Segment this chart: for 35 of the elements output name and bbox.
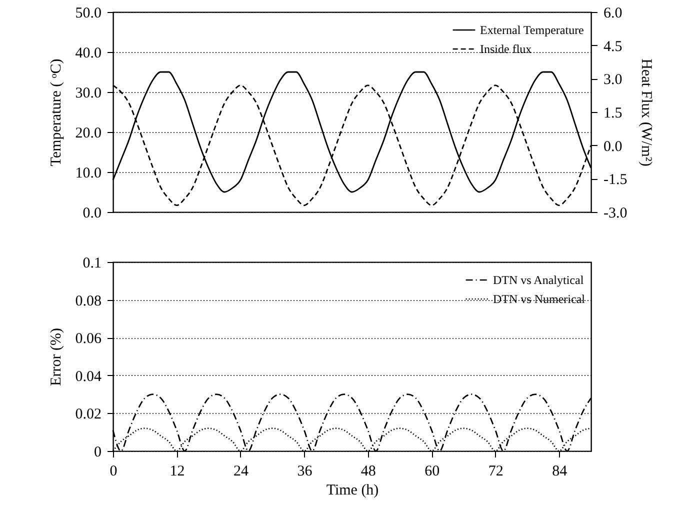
y-tick-label: 0.08 bbox=[75, 293, 102, 310]
x-tick-label: 84 bbox=[552, 464, 568, 480]
x-axis-title: Time (h) bbox=[326, 482, 379, 498]
legend-label: Inside flux bbox=[480, 42, 532, 56]
y-axis-title: Error (%) bbox=[48, 328, 64, 386]
x-tick-label: 0 bbox=[110, 464, 118, 480]
y-tick-label: 0.06 bbox=[75, 331, 102, 348]
y2-tick-label: 0.0 bbox=[604, 138, 622, 155]
y2-tick-label: -3.0 bbox=[604, 206, 628, 222]
x-tick-label: 72 bbox=[488, 464, 504, 480]
x-tick-label: 36 bbox=[297, 464, 313, 480]
y-tick-label: 0.02 bbox=[75, 406, 102, 423]
y2-tick-label: -1.5 bbox=[604, 172, 628, 188]
y-tick-label: 50.0 bbox=[75, 6, 102, 22]
y2-axis-title: Heat Flux (W/m²) bbox=[638, 58, 654, 166]
y2-tick-label: 4.5 bbox=[604, 38, 622, 55]
y-tick-label: 0.04 bbox=[75, 368, 102, 385]
legend-label: External Temperature bbox=[480, 23, 584, 37]
y-tick-label: 20.0 bbox=[75, 126, 102, 142]
y-tick-label: 10.0 bbox=[75, 166, 102, 182]
y2-tick-label: 1.5 bbox=[604, 106, 622, 122]
y-tick-label: 0.1 bbox=[82, 256, 102, 272]
x-tick-label: 12 bbox=[170, 464, 185, 480]
x-tick-label: 48 bbox=[360, 464, 376, 480]
y-tick-label: 30.0 bbox=[75, 86, 102, 102]
legend-label: DTN vs Analytical bbox=[493, 273, 584, 287]
x-tick-label: 60 bbox=[424, 464, 440, 480]
legend-label: DTN vs Numerical bbox=[493, 292, 586, 306]
y-tick-label: 40.0 bbox=[75, 46, 102, 62]
x-tick-label: 24 bbox=[233, 464, 249, 480]
y2-tick-label: 6.0 bbox=[604, 6, 622, 22]
y2-tick-label: 3.0 bbox=[604, 72, 622, 88]
y-tick-label: 0 bbox=[94, 444, 102, 460]
y-axis-title: Temperature ( ᵒC) bbox=[48, 58, 64, 166]
y-tick-label: 0.0 bbox=[82, 206, 102, 222]
